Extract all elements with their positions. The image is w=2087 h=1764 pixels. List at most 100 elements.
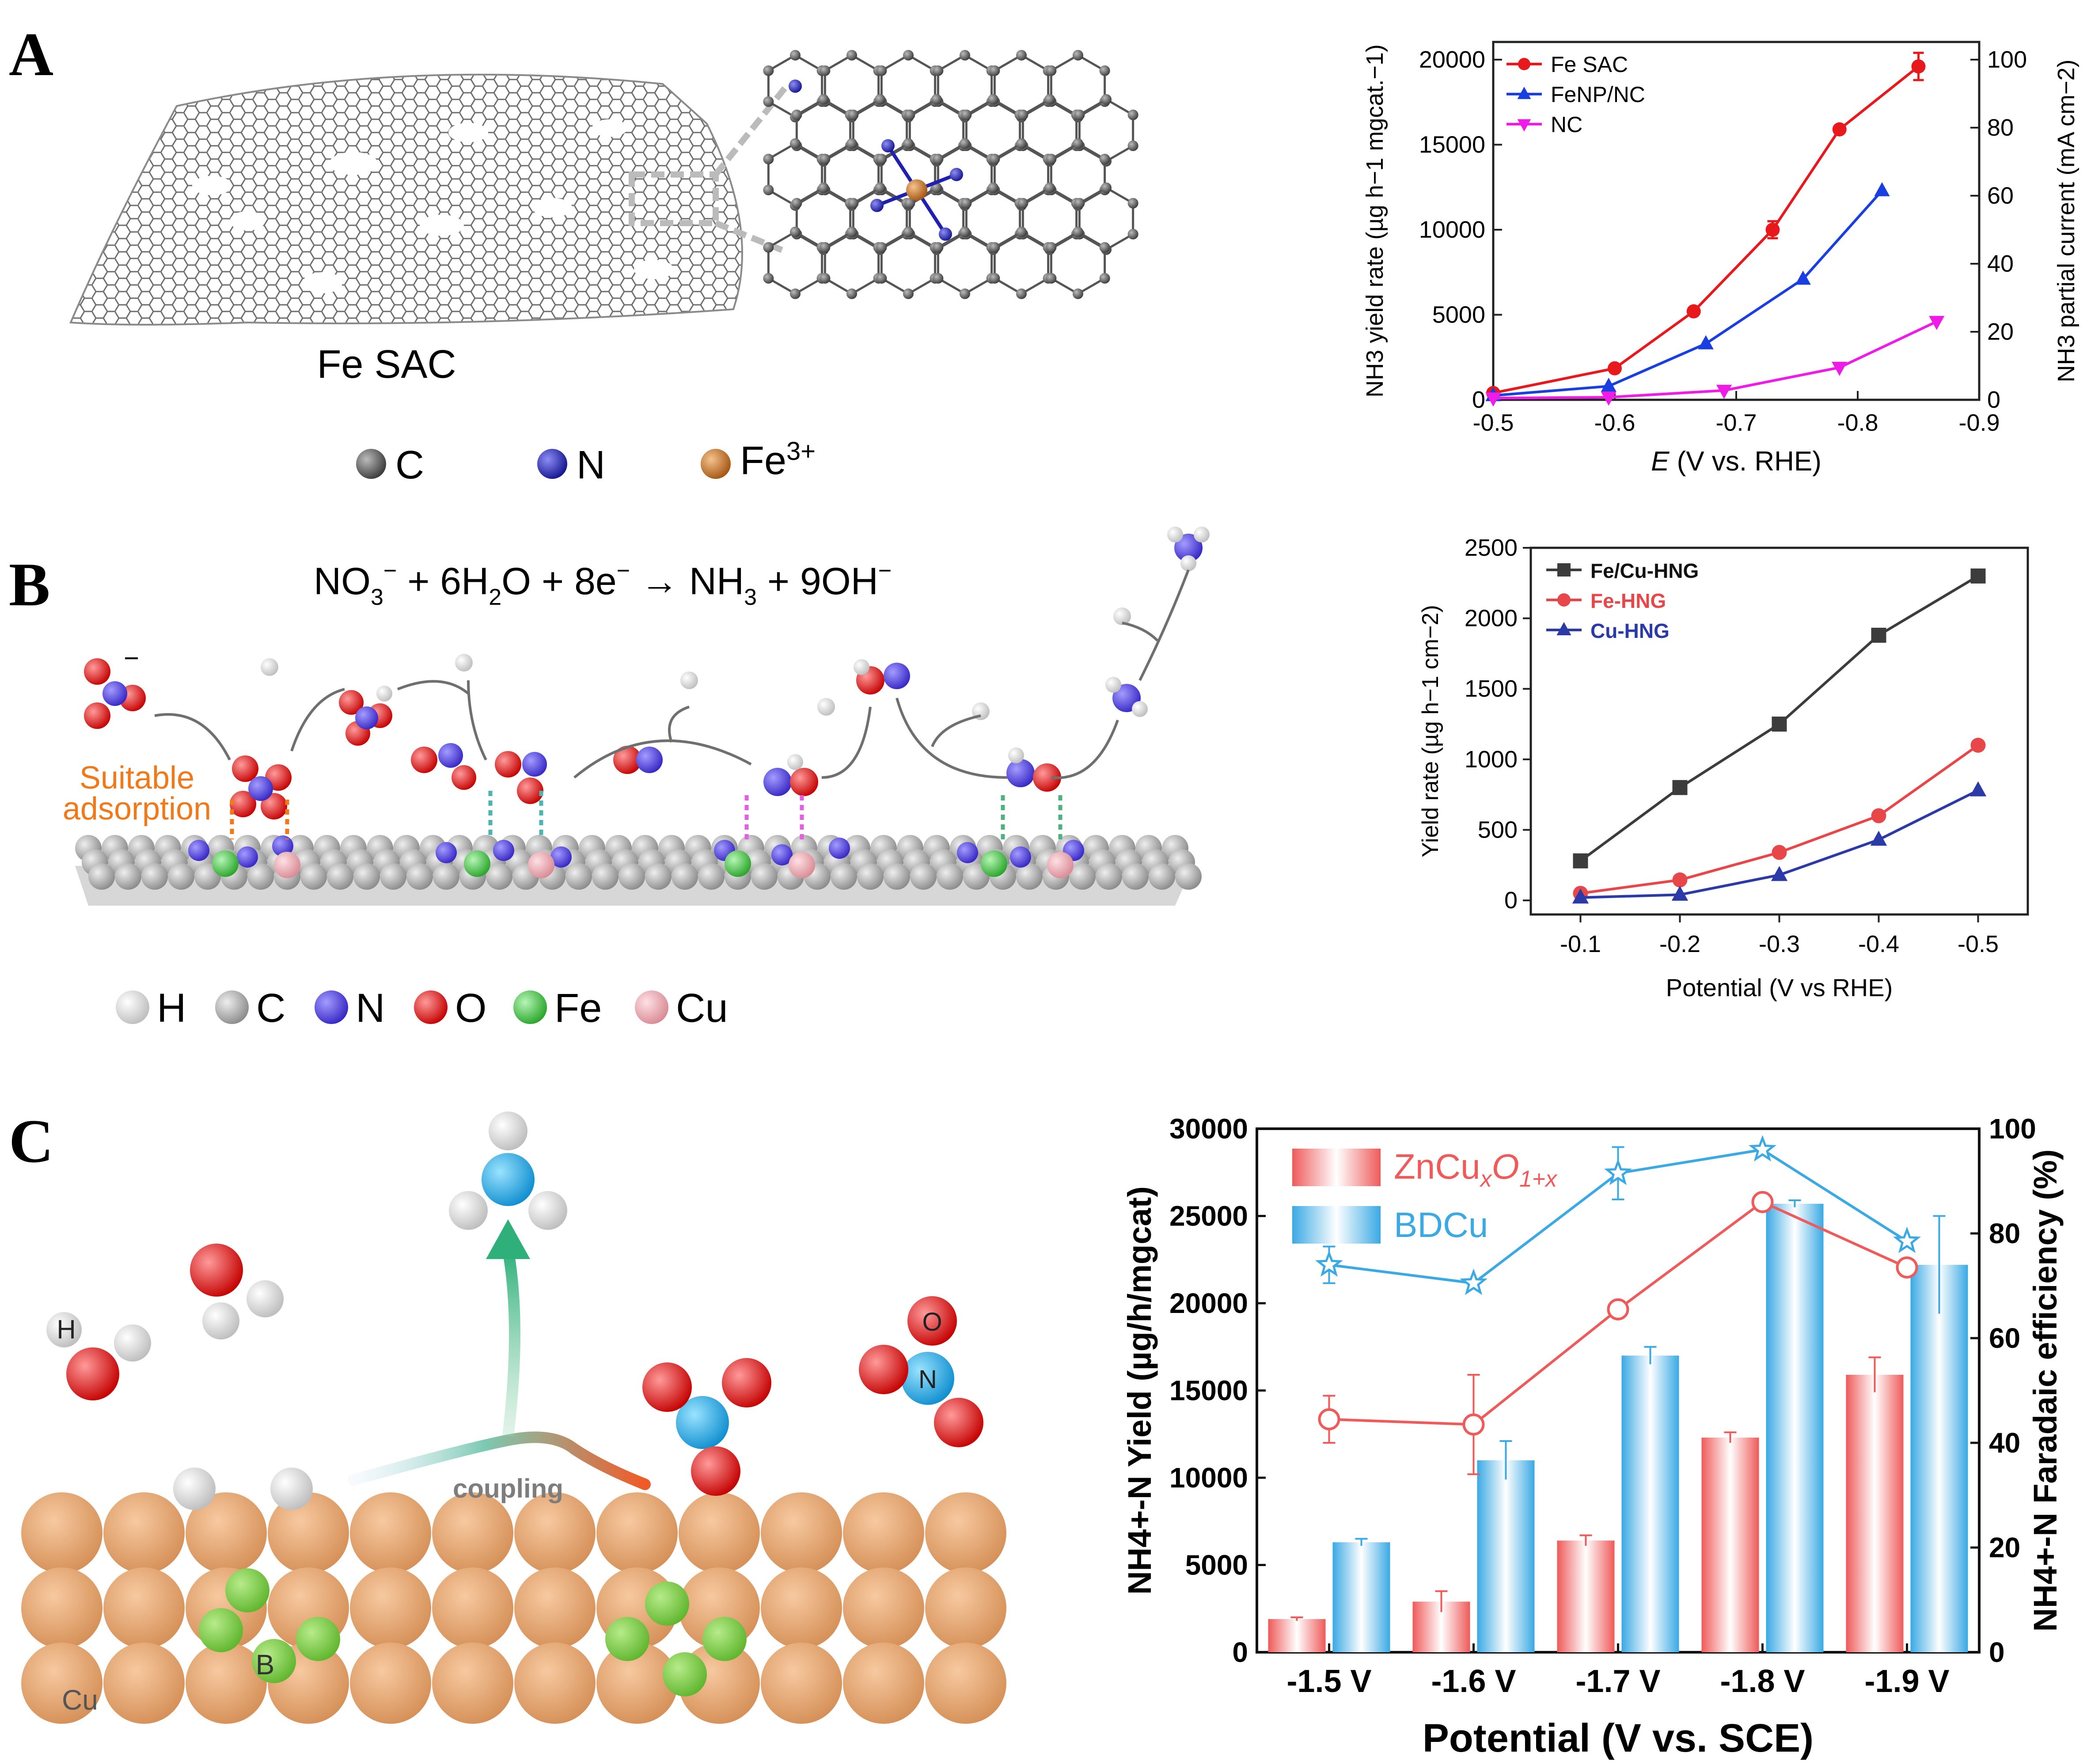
hydrogen-atom bbox=[680, 671, 698, 689]
legend-marker bbox=[1557, 593, 1571, 607]
copper-atom bbox=[925, 1492, 1006, 1574]
data-point bbox=[1573, 853, 1588, 869]
y2-tick-label: 0 bbox=[1987, 387, 2000, 413]
bar-zncuo bbox=[1701, 1438, 1759, 1652]
hydrogen-atom bbox=[1105, 677, 1121, 693]
x-tick-label: -1.8 V bbox=[1720, 1664, 1805, 1699]
panel-a: A Fe SAC C N Fe3+ bbox=[9, 20, 1138, 487]
bar-zncuo bbox=[1268, 1619, 1326, 1652]
oxygen-atom bbox=[859, 1345, 908, 1394]
nitrogen-atom bbox=[482, 1153, 535, 1206]
legend-atom-n-icon bbox=[315, 990, 348, 1024]
panel-letter-c: C bbox=[9, 1107, 53, 1176]
hydrogen-atom bbox=[173, 1468, 216, 1510]
boron-atom bbox=[252, 1639, 296, 1683]
fe-point bbox=[1896, 1256, 1918, 1279]
oxygen-atom bbox=[907, 1296, 957, 1346]
y2-axis-label: NH4+-N Faradaic efficiency (%) bbox=[2027, 1149, 2064, 1632]
copper-atom bbox=[761, 1643, 842, 1724]
panel-b-legend: H C N O Fe Cu bbox=[116, 986, 728, 1031]
x-tick-label: -1.5 V bbox=[1286, 1664, 1371, 1699]
hydrogen-atom bbox=[1113, 607, 1131, 625]
iron-atom-icon bbox=[701, 449, 731, 479]
data-point bbox=[1671, 885, 1689, 901]
nitrogen-atom bbox=[881, 139, 895, 152]
coupling-label: coupling bbox=[453, 1474, 563, 1503]
data-point bbox=[1716, 385, 1732, 399]
legend-label-n: N bbox=[356, 986, 385, 1031]
series-line-1 bbox=[1493, 190, 1883, 397]
y2-tick-label: 40 bbox=[1989, 1427, 2020, 1459]
nitrogen-atom bbox=[355, 706, 378, 729]
legend-label-c: C bbox=[395, 443, 424, 487]
bar-zncuo bbox=[1557, 1540, 1615, 1652]
oxygen-atom bbox=[66, 1347, 119, 1400]
data-point bbox=[1795, 270, 1811, 285]
legend-label-o: O bbox=[455, 986, 487, 1031]
copper-atom bbox=[186, 1492, 267, 1574]
oxygen-atom bbox=[230, 791, 256, 817]
chart-b-yield-rate: -0.1 -0.2 -0.3 -0.4 -0.5 0 500 1000 1500 2000 2500… bbox=[1418, 535, 2029, 1001]
copper-atom bbox=[789, 852, 815, 878]
hydrogen-atom bbox=[247, 1280, 284, 1317]
fe-sac-label: Fe SAC bbox=[317, 342, 456, 387]
chart-c-yield-and-fe: 0 5000 10000 15000 20000 25000 30000 0 20 40 60 80 1… bbox=[1121, 1113, 2064, 1760]
copper-surface-with-boron: Cu B bbox=[21, 1492, 1006, 1724]
panel-c: C Cu B coupling H O N bbox=[9, 1107, 1006, 1724]
suitable-adsorption-label: Suitable bbox=[80, 760, 194, 796]
hydrogen-atom bbox=[449, 1191, 488, 1230]
oxygen-atom bbox=[84, 702, 110, 729]
nitrogen-atom bbox=[636, 747, 663, 773]
copper-atom bbox=[432, 1643, 513, 1724]
data-point bbox=[1601, 378, 1616, 392]
copper-atom bbox=[925, 1567, 1006, 1649]
oxygen-atom bbox=[613, 746, 641, 774]
data-point bbox=[1970, 568, 1986, 584]
bar-bdcu bbox=[1766, 1203, 1824, 1652]
copper-atom bbox=[21, 1567, 102, 1649]
copper-atom bbox=[274, 852, 300, 878]
nitrogen-atom bbox=[884, 663, 910, 689]
copper-atom bbox=[679, 1492, 760, 1574]
y-tick-label: 10000 bbox=[1169, 1462, 1248, 1494]
data-point bbox=[1929, 316, 1945, 330]
nitrogen-atom bbox=[188, 840, 209, 861]
boron-atom bbox=[199, 1608, 243, 1652]
data-point bbox=[1969, 781, 1987, 797]
y-tick-label: 20000 bbox=[1169, 1287, 1248, 1319]
oxygen-atom bbox=[517, 778, 543, 804]
nitrogen-atom bbox=[438, 743, 463, 768]
oxygen-atom bbox=[691, 1446, 740, 1496]
nitrogen-atom bbox=[237, 846, 258, 868]
iron-atom bbox=[212, 850, 239, 877]
copper-atom bbox=[596, 1643, 678, 1724]
boron-atom bbox=[702, 1617, 747, 1661]
coupling-arrows: coupling bbox=[348, 1219, 651, 1503]
data-point bbox=[1870, 831, 1887, 846]
data-point bbox=[1832, 362, 1848, 376]
data-point bbox=[1572, 888, 1589, 904]
legend-label: Fe/Cu-HNG bbox=[1590, 559, 1699, 582]
hydrogen-atom bbox=[1194, 527, 1210, 542]
legend-marker bbox=[1518, 58, 1530, 70]
oxygen-atom bbox=[84, 658, 110, 685]
legend-label-n: N bbox=[577, 443, 605, 487]
copper-atom bbox=[350, 1643, 431, 1724]
hydrogen-atom bbox=[1132, 701, 1148, 717]
pathway-arrow bbox=[896, 698, 1008, 779]
boron-atom bbox=[663, 1652, 707, 1696]
data-point bbox=[1771, 866, 1788, 881]
copper-atom bbox=[761, 1492, 842, 1574]
legend-label: FeNP/NC bbox=[1551, 82, 1645, 107]
data-point bbox=[1772, 717, 1787, 732]
y-tick-label: 10000 bbox=[1419, 216, 1485, 243]
oxygen-atom bbox=[722, 1358, 771, 1407]
catalyst-surface-slab bbox=[75, 835, 1202, 906]
legend-label-bdcu: BDCu bbox=[1394, 1205, 1488, 1244]
iron-atom bbox=[981, 850, 1007, 877]
x-tick-label: -0.3 bbox=[1759, 931, 1800, 957]
copper-atom bbox=[350, 1492, 431, 1574]
x-tick-label: -0.1 bbox=[1560, 931, 1601, 957]
nitrogen-atom bbox=[950, 168, 963, 181]
x-tick-label: -0.2 bbox=[1659, 931, 1700, 957]
